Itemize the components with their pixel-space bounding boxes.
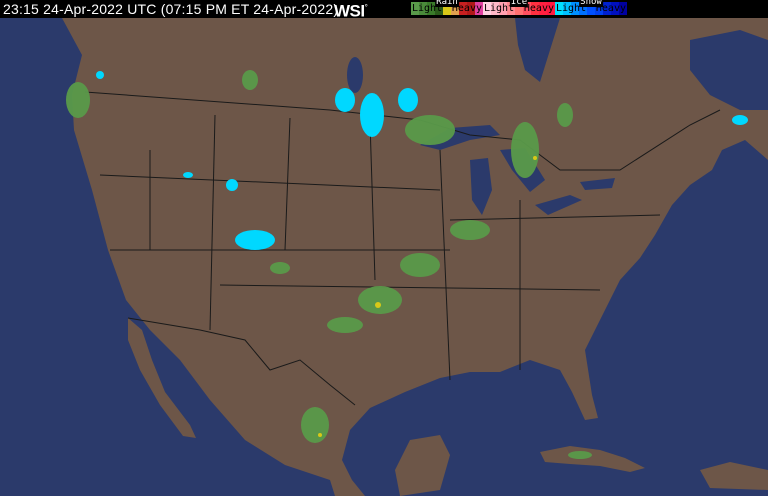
legend-snow-light: Light bbox=[556, 3, 587, 14]
baja-peninsula bbox=[128, 318, 196, 438]
legend-swatch bbox=[539, 2, 547, 15]
atlantic-gulf bbox=[342, 140, 768, 496]
legend-swatch bbox=[451, 2, 459, 15]
hispaniola bbox=[700, 462, 768, 490]
legend-ice-light: Light bbox=[484, 3, 515, 14]
legend-ice: Light Heavy Ice bbox=[483, 0, 555, 15]
legend-swatch bbox=[595, 2, 603, 15]
legend-swatch bbox=[579, 2, 587, 15]
legend-ice-heavy: Heavy bbox=[523, 3, 554, 14]
legend-swatch bbox=[523, 2, 531, 15]
legend-swatch bbox=[531, 2, 539, 15]
legend-swatch bbox=[619, 2, 627, 15]
radar-rain-heavy bbox=[318, 156, 537, 437]
legend-swatch bbox=[443, 2, 451, 15]
legend-swatch bbox=[563, 2, 571, 15]
timestamp: 23:15 24-Apr-2022 UTC (07:15 PM ET 24-Ap… bbox=[3, 1, 339, 17]
pacific-ocean bbox=[0, 18, 335, 496]
legend-swatch bbox=[475, 2, 483, 15]
legend-swatch bbox=[555, 2, 563, 15]
precip-legend: Light Heavy Rain Light Heavy Ice Light Heavy S… bbox=[411, 0, 627, 15]
legend-rain-light: Light bbox=[412, 3, 443, 14]
borders bbox=[84, 91, 721, 406]
legend-snow-heavy: Heavy bbox=[595, 3, 626, 14]
legend-swatch bbox=[435, 2, 443, 15]
legend-swatch bbox=[483, 2, 491, 15]
legend-swatch bbox=[587, 2, 595, 15]
legend-swatch bbox=[499, 2, 507, 15]
legend-swatch bbox=[515, 2, 523, 15]
header-bar: 23:15 24-Apr-2022 UTC (07:15 PM ET 24-Ap… bbox=[0, 0, 768, 21]
legend-swatch bbox=[603, 2, 611, 15]
legend-swatch bbox=[459, 2, 467, 15]
legend-swatch bbox=[427, 2, 435, 15]
radar-rain bbox=[66, 70, 592, 459]
gulf-st-lawrence bbox=[690, 30, 768, 110]
legend-swatch bbox=[411, 2, 419, 15]
legend-swatch bbox=[547, 2, 555, 15]
cuba bbox=[540, 446, 645, 472]
legend-swatch bbox=[611, 2, 619, 15]
legend-rain-title: Rain bbox=[435, 0, 459, 7]
legend-swatch bbox=[507, 2, 515, 15]
wsi-logo: WSI° bbox=[334, 0, 368, 21]
legend-snow: Light Heavy Snow bbox=[555, 0, 627, 15]
legend-snow-title: Snow bbox=[579, 0, 603, 7]
legend-rain: Light Heavy Rain bbox=[411, 0, 483, 15]
legend-rain-heavy: Heavy bbox=[451, 3, 482, 14]
legend-ice-title: Ice bbox=[509, 0, 529, 7]
hudson-bay bbox=[515, 18, 560, 82]
radar-snow bbox=[96, 71, 748, 250]
logo-mark: ° bbox=[364, 3, 368, 12]
legend-swatch bbox=[419, 2, 427, 15]
yucatan bbox=[395, 435, 450, 496]
logo-text: WSI bbox=[334, 1, 365, 21]
legend-swatch bbox=[571, 2, 579, 15]
legend-swatch bbox=[467, 2, 475, 15]
legend-swatch bbox=[491, 2, 499, 15]
